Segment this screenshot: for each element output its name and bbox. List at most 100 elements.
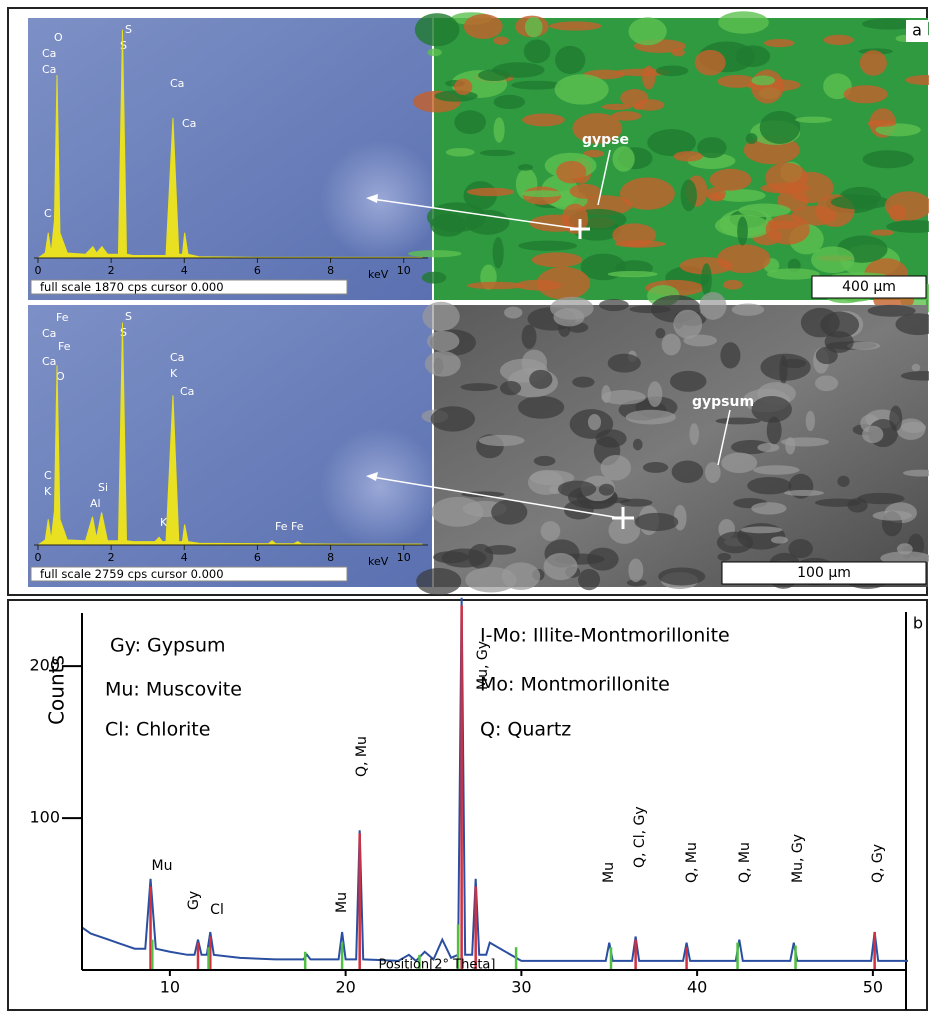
texture	[867, 120, 897, 127]
texture	[628, 558, 644, 583]
peak-annotation: Q, Cl, Gy	[632, 806, 648, 868]
texture	[805, 410, 815, 432]
texture	[757, 443, 780, 453]
peak-annotation: Mu	[334, 892, 350, 913]
texture	[642, 461, 669, 473]
peak-label: S	[125, 310, 132, 323]
x-tick-label: 6	[254, 264, 261, 277]
texture	[800, 307, 840, 338]
image-label: gypse	[582, 132, 629, 148]
texture	[771, 536, 789, 544]
texture	[517, 395, 565, 419]
legend-entry: Mu: Muscovite	[105, 679, 242, 701]
texture	[720, 342, 741, 369]
texture	[750, 69, 784, 104]
texture	[578, 568, 601, 591]
peak-annotation: Mu, Gy	[475, 641, 491, 690]
x-axis-label: keV	[368, 268, 389, 281]
texture	[669, 370, 707, 392]
peak-label: S	[120, 39, 127, 52]
texture	[492, 62, 545, 78]
texture	[478, 434, 525, 447]
peak-annotation: Gy	[186, 891, 202, 910]
x-tick-label: 8	[327, 264, 334, 277]
texture	[460, 383, 498, 392]
texture	[895, 313, 929, 336]
texture	[900, 371, 929, 381]
texture	[434, 90, 478, 102]
texture	[811, 246, 855, 274]
texture	[718, 11, 769, 34]
texture	[847, 341, 881, 350]
texture	[430, 406, 476, 432]
texture	[642, 65, 656, 90]
texture	[716, 531, 754, 554]
texture	[599, 299, 629, 312]
peak-annotation: Q, Mu	[684, 842, 700, 883]
x-tick-label: 10	[397, 551, 411, 564]
texture	[600, 454, 632, 481]
texture	[689, 423, 699, 446]
texture	[647, 381, 663, 407]
texture	[751, 75, 776, 86]
texture	[556, 160, 587, 184]
texture	[764, 38, 795, 48]
texture	[572, 113, 623, 144]
texture	[572, 376, 595, 388]
peak-label: Fe	[56, 311, 69, 324]
texture	[701, 263, 712, 296]
texture	[857, 492, 905, 505]
texture	[911, 363, 921, 372]
texture	[465, 209, 510, 235]
peak-label: Si	[98, 481, 108, 494]
texture	[671, 460, 704, 483]
peak-label: K	[44, 485, 52, 498]
x-tick-label: 2	[108, 264, 115, 277]
texture	[814, 375, 839, 392]
texture	[619, 177, 675, 210]
texture	[780, 437, 830, 447]
texture	[586, 547, 619, 571]
texture	[717, 74, 757, 88]
texture	[862, 18, 918, 30]
texture	[766, 268, 820, 280]
peak-label: K	[160, 516, 168, 529]
texture	[466, 187, 515, 197]
peak-label: C	[44, 207, 52, 220]
x-tick-label: 20	[335, 978, 355, 997]
texture	[625, 409, 676, 425]
x-axis-label: Position[2° Theta]	[379, 958, 496, 973]
x-tick-label: 2	[108, 551, 115, 564]
texture	[518, 240, 578, 251]
texture	[493, 117, 505, 143]
texture	[536, 266, 591, 300]
image-label: gypsum	[692, 394, 754, 410]
arrow	[371, 476, 621, 519]
arrow	[371, 198, 581, 230]
texture	[697, 137, 727, 159]
peak-label: S	[125, 23, 132, 36]
x-tick-label: 6	[254, 551, 261, 564]
peak-label: Ca	[170, 77, 184, 90]
legend-entry: Cl: Chlorite	[105, 719, 210, 741]
texture	[680, 179, 697, 212]
texture	[884, 191, 929, 221]
texture	[747, 476, 792, 495]
texture	[658, 567, 706, 586]
legend-entry: I-Mo: Illite-Montmorillonite	[480, 625, 730, 647]
arrow	[597, 149, 611, 206]
texture	[626, 579, 647, 587]
peak-label: Al	[90, 497, 101, 510]
peak-label: Ca	[42, 63, 56, 76]
texture	[529, 369, 553, 389]
texture	[870, 229, 895, 236]
texture	[518, 164, 534, 171]
texture	[521, 190, 564, 198]
texture	[533, 455, 556, 467]
texture	[607, 353, 641, 373]
texture	[557, 480, 597, 498]
peak-label: O	[56, 370, 65, 383]
texture	[694, 49, 726, 76]
texture	[745, 133, 758, 144]
x-axis-label: keV	[368, 555, 389, 568]
